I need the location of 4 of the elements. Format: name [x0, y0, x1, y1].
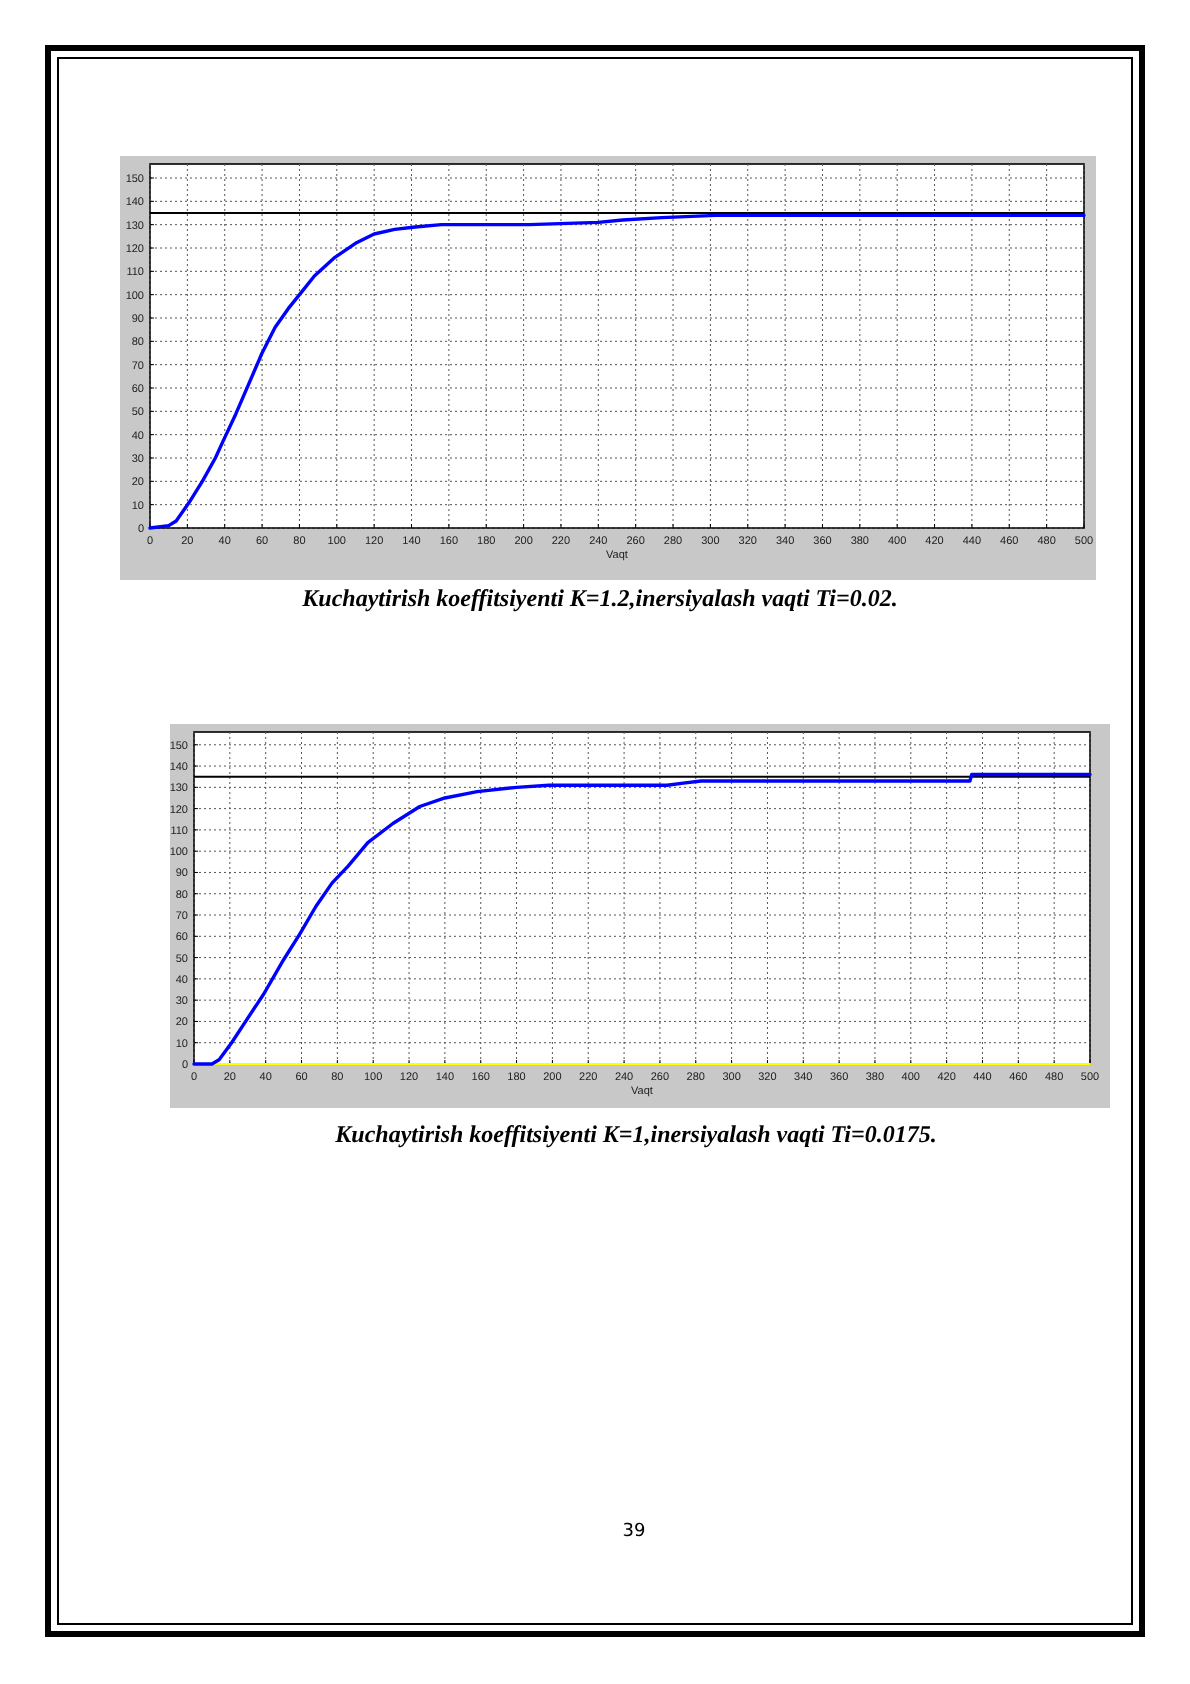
line-series — [192, 772, 1092, 1066]
text: Kuchaytirish koeffitsiyenti K=1,inersiyalash vaqti Ti=0.0175. — [333, 1120, 937, 1148]
text: 39 — [622, 1522, 646, 1542]
text: Kuchaytirish koeffitsiyenti K=1.2,inersiyalash vaqti Ti=0.02. — [300, 584, 898, 612]
